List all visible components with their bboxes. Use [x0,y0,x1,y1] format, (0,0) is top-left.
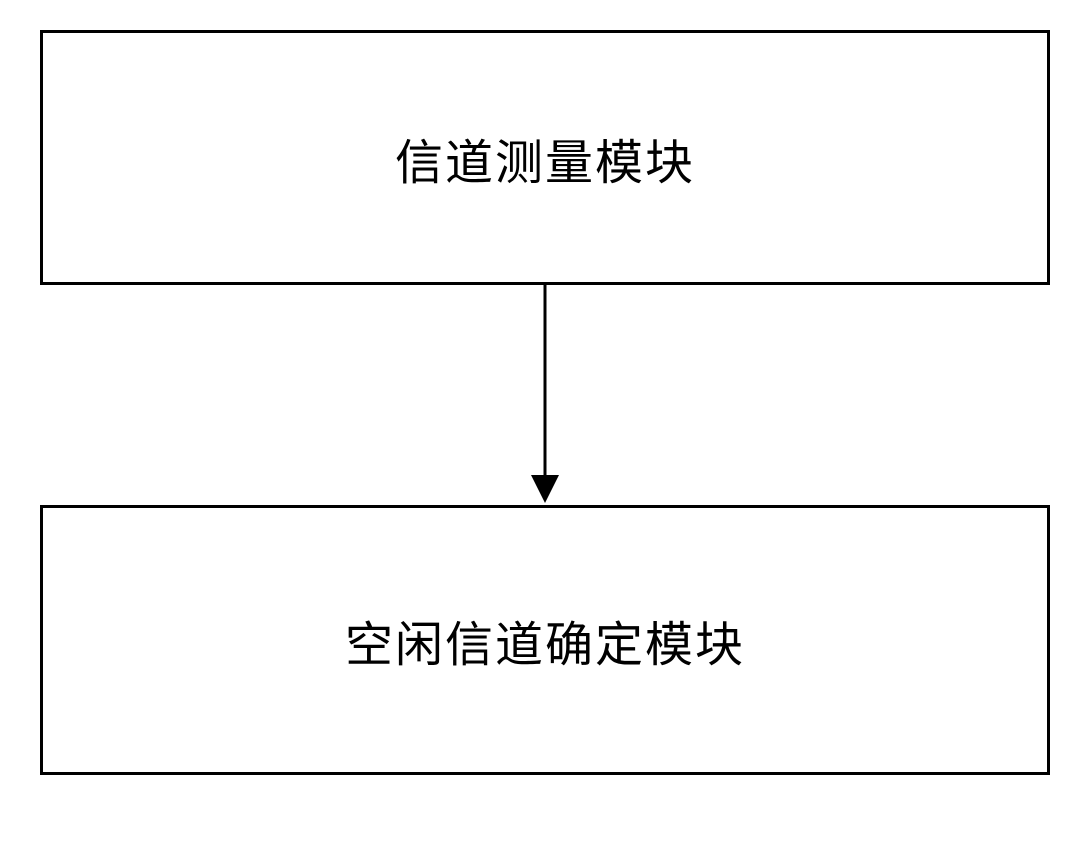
arrow-head-icon [531,475,559,503]
arrow-line [544,285,547,480]
node-idle-channel-determination: 空闲信道确定模块 [40,505,1050,775]
edge-arrow [40,285,1050,505]
flowchart-diagram: 信道测量模块 空闲信道确定模块 [40,30,1050,775]
node-label: 空闲信道确定模块 [345,605,745,675]
node-label: 信道测量模块 [395,123,695,193]
node-channel-measurement: 信道测量模块 [40,30,1050,285]
